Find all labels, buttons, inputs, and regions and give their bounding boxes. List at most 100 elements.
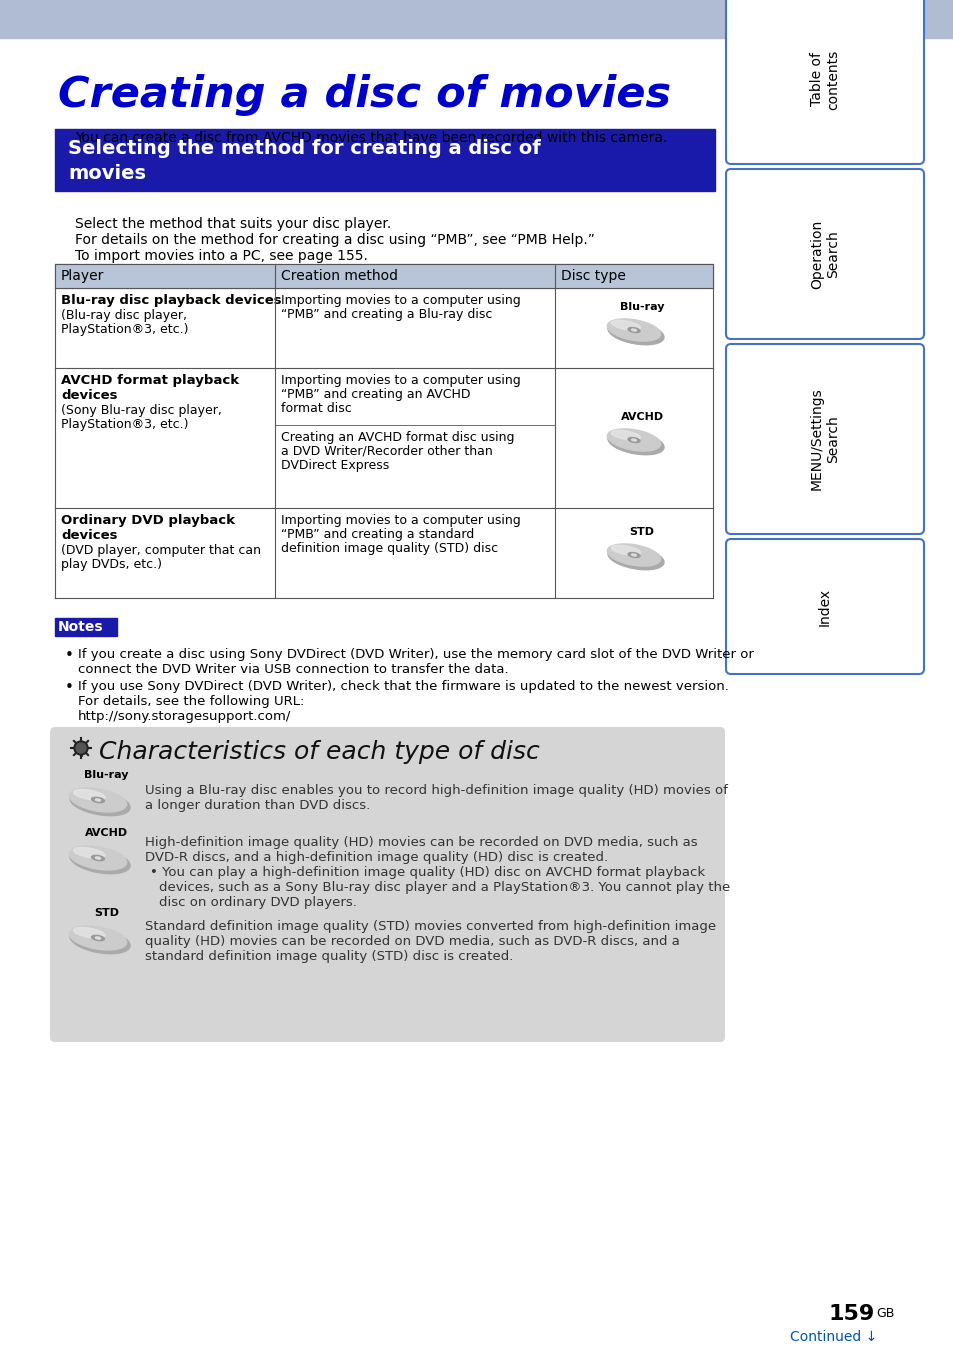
Ellipse shape: [631, 329, 636, 331]
Text: • You can play a high-definition image quality (HD) disc on AVCHD format playbac: • You can play a high-definition image q…: [150, 867, 704, 879]
Text: Standard definition image quality (STD) movies converted from high-definition im: Standard definition image quality (STD) …: [145, 920, 716, 934]
Text: 159: 159: [828, 1305, 874, 1324]
FancyBboxPatch shape: [725, 0, 923, 164]
Text: movies: movies: [68, 164, 146, 183]
Text: •: •: [65, 648, 73, 663]
Text: Importing movies to a computer using: Importing movies to a computer using: [281, 294, 520, 307]
Text: If you use Sony DVDirect (DVD Writer), check that the firmware is updated to the: If you use Sony DVDirect (DVD Writer), c…: [78, 680, 728, 693]
Ellipse shape: [74, 741, 88, 754]
Text: GB: GB: [875, 1307, 893, 1320]
Ellipse shape: [607, 546, 663, 570]
Text: AVCHD format playback: AVCHD format playback: [61, 374, 239, 387]
Ellipse shape: [627, 438, 639, 442]
Text: Selecting the method for creating a disc of: Selecting the method for creating a disc…: [68, 140, 540, 157]
Text: devices, such as a Sony Blu-ray disc player and a PlayStation®3. You cannot play: devices, such as a Sony Blu-ray disc pla…: [159, 882, 729, 894]
FancyBboxPatch shape: [725, 539, 923, 674]
Text: disc on ordinary DVD players.: disc on ordinary DVD players.: [159, 895, 356, 909]
Text: STD: STD: [94, 909, 119, 919]
Text: Operation
Search: Operation Search: [809, 219, 840, 289]
Text: Importing movies to a computer using: Importing movies to a computer using: [281, 374, 520, 387]
Text: connect the DVD Writer via USB connection to transfer the data.: connect the DVD Writer via USB connectio…: [78, 663, 508, 676]
Text: standard definition image quality (STD) disc is created.: standard definition image quality (STD) …: [145, 950, 513, 962]
Text: AVCHD: AVCHD: [619, 412, 663, 422]
Ellipse shape: [95, 936, 100, 939]
Text: play DVDs, etc.): play DVDs, etc.): [61, 559, 162, 571]
Text: a longer duration than DVD discs.: a longer duration than DVD discs.: [145, 799, 370, 812]
Text: Importing movies to a computer using: Importing movies to a computer using: [281, 513, 520, 527]
Ellipse shape: [631, 554, 636, 556]
Text: DVDirect Express: DVDirect Express: [281, 459, 389, 472]
Text: If you create a disc using Sony DVDirect (DVD Writer), use the memory card slot : If you create a disc using Sony DVDirect…: [78, 648, 753, 661]
Text: a DVD Writer/Recorder other than: a DVD Writer/Recorder other than: [281, 445, 493, 459]
Ellipse shape: [73, 928, 105, 938]
Text: devices: devices: [61, 528, 117, 542]
Ellipse shape: [627, 553, 639, 557]
Text: For details, see the following URL:: For details, see the following URL:: [78, 695, 304, 708]
Text: Table of
contents: Table of contents: [809, 49, 840, 110]
Ellipse shape: [73, 847, 105, 858]
Text: Characteristics of each type of disc: Characteristics of each type of disc: [99, 741, 539, 764]
Ellipse shape: [611, 545, 639, 554]
Ellipse shape: [91, 797, 104, 802]
Text: AVCHD: AVCHD: [85, 828, 128, 838]
Ellipse shape: [70, 789, 127, 812]
Ellipse shape: [70, 849, 130, 873]
Text: Player: Player: [61, 268, 104, 283]
Text: High-definition image quality (HD) movies can be recorded on DVD media, such as: High-definition image quality (HD) movie…: [145, 836, 697, 849]
Text: (Sony Blu-ray disc player,: (Sony Blu-ray disc player,: [61, 404, 222, 418]
Bar: [55, 264, 712, 287]
Bar: [55, 617, 117, 637]
FancyBboxPatch shape: [725, 168, 923, 340]
Text: Blu-ray: Blu-ray: [85, 771, 129, 780]
Ellipse shape: [91, 935, 104, 941]
Text: Blu-ray: Blu-ray: [619, 303, 663, 312]
Ellipse shape: [607, 428, 660, 450]
Text: definition image quality (STD) disc: definition image quality (STD) disc: [281, 542, 497, 554]
Text: Using a Blu-ray disc enables you to record high-definition image quality (HD) mo: Using a Blu-ray disc enables you to reco…: [145, 784, 727, 797]
Text: “PMB” and creating a standard: “PMB” and creating a standard: [281, 528, 474, 541]
Text: •: •: [65, 680, 73, 695]
Ellipse shape: [611, 320, 639, 330]
Text: STD: STD: [629, 527, 654, 537]
Text: Blu-ray disc playback devices: Blu-ray disc playback devices: [61, 294, 281, 307]
Text: http://sony.storagesupport.com/: http://sony.storagesupport.com/: [78, 711, 291, 723]
Text: Disc type: Disc type: [560, 268, 625, 283]
Text: devices: devices: [61, 389, 117, 402]
Ellipse shape: [631, 439, 636, 441]
Ellipse shape: [76, 743, 86, 753]
Text: Continued ↓: Continued ↓: [789, 1331, 877, 1344]
Text: MENU/Settings
Search: MENU/Settings Search: [809, 387, 840, 490]
Text: Ordinary DVD playback: Ordinary DVD playback: [61, 513, 234, 527]
Text: You can create a disc from AVCHD movies that have been recorded with this camera: You can create a disc from AVCHD movies …: [75, 131, 667, 145]
Text: (DVD player, computer that can: (DVD player, computer that can: [61, 543, 261, 557]
Ellipse shape: [70, 790, 130, 816]
Ellipse shape: [70, 846, 127, 869]
Text: format disc: format disc: [281, 402, 352, 415]
Text: (Blu-ray disc player,: (Blu-ray disc player,: [61, 309, 187, 322]
Text: To import movies into a PC, see page 155.: To import movies into a PC, see page 155…: [75, 249, 368, 263]
Text: quality (HD) movies can be recorded on DVD media, such as DVD-R discs, and a: quality (HD) movies can be recorded on D…: [145, 935, 679, 947]
Text: Creation method: Creation method: [281, 268, 397, 283]
Bar: [0, 0, 953, 38]
Text: “PMB” and creating a Blu-ray disc: “PMB” and creating a Blu-ray disc: [281, 308, 492, 320]
Bar: [55, 129, 714, 192]
Ellipse shape: [91, 856, 104, 861]
Ellipse shape: [70, 925, 127, 950]
Text: Index: Index: [817, 587, 831, 626]
Text: “PMB” and creating an AVCHD: “PMB” and creating an AVCHD: [281, 387, 470, 401]
Text: Creating an AVCHD format disc using: Creating an AVCHD format disc using: [281, 431, 514, 444]
Ellipse shape: [73, 790, 105, 799]
Ellipse shape: [70, 928, 130, 954]
Ellipse shape: [611, 430, 639, 439]
Ellipse shape: [95, 799, 100, 801]
Text: Creating a disc of movies: Creating a disc of movies: [58, 74, 670, 116]
Text: PlayStation®3, etc.): PlayStation®3, etc.): [61, 323, 189, 335]
Ellipse shape: [607, 322, 663, 345]
Ellipse shape: [627, 327, 639, 333]
Ellipse shape: [607, 319, 660, 341]
Text: DVD-R discs, and a high-definition image quality (HD) disc is created.: DVD-R discs, and a high-definition image…: [145, 852, 607, 864]
Ellipse shape: [607, 431, 663, 455]
FancyBboxPatch shape: [50, 727, 724, 1042]
Ellipse shape: [95, 857, 100, 860]
Ellipse shape: [607, 543, 660, 567]
